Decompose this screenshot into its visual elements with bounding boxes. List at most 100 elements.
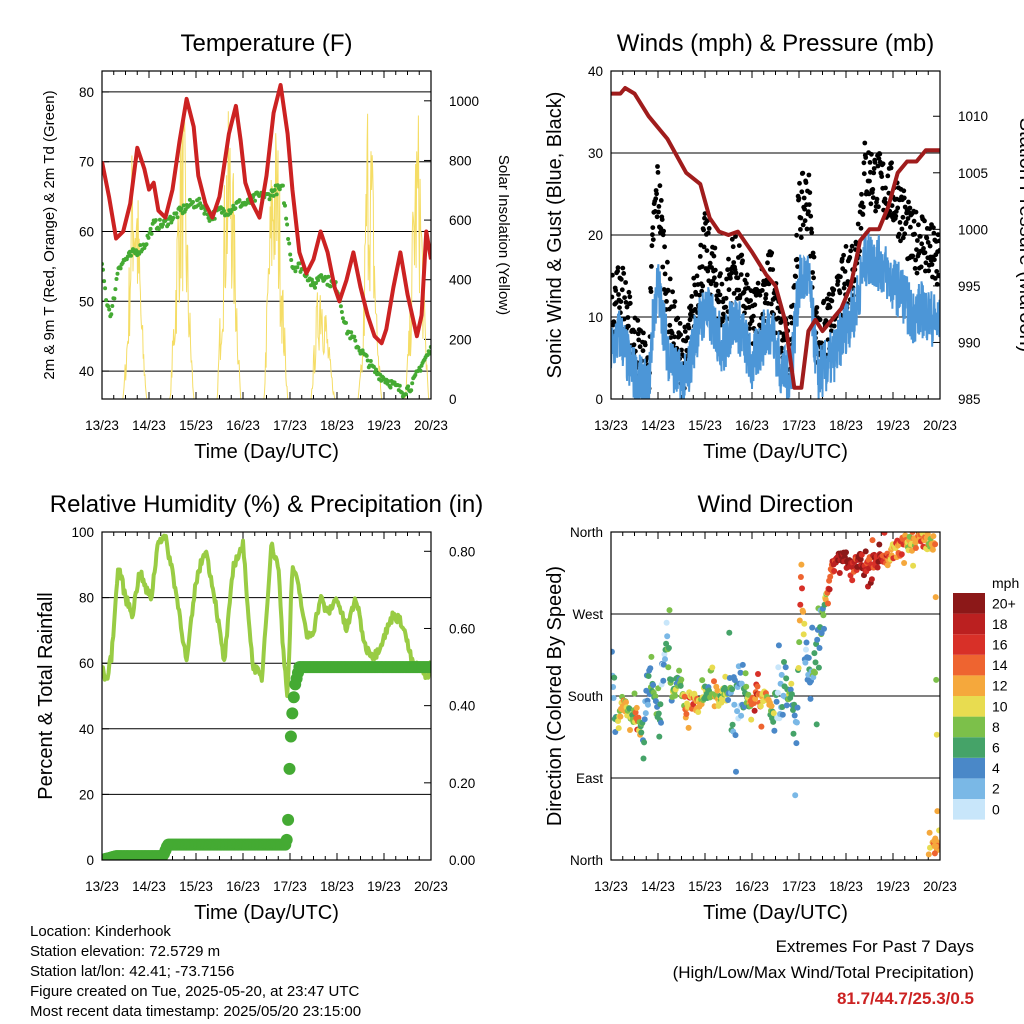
- gust-point: [883, 185, 888, 191]
- direction-point: [793, 719, 800, 726]
- dewpoint-point: [103, 286, 108, 291]
- gust-point: [806, 209, 811, 215]
- direction-point: [633, 704, 640, 711]
- chart-title: Winds (mph) & Pressure (mb): [617, 30, 934, 57]
- gust-point: [905, 216, 911, 221]
- gust-point: [797, 180, 802, 186]
- dewpoint-point: [191, 200, 195, 204]
- gust-point: [615, 265, 621, 271]
- gust-point: [641, 330, 646, 336]
- gust-point: [932, 276, 938, 281]
- x-tick-label: 16/23: [735, 418, 769, 433]
- legend-label: 2: [992, 781, 1000, 797]
- gust-point: [618, 276, 624, 282]
- legend-swatch: [953, 675, 985, 696]
- direction-point: [929, 546, 936, 553]
- legend-label: 16: [992, 637, 1008, 653]
- gust-point: [871, 170, 877, 176]
- y-tick-label: 80: [79, 591, 94, 606]
- gust-point: [712, 275, 717, 281]
- gust-point: [619, 287, 625, 293]
- direction-point: [745, 691, 752, 698]
- gust-point: [648, 289, 654, 294]
- gust-point: [839, 256, 845, 262]
- y-axis-label-right: Solar Insolation (Yellow): [495, 155, 512, 315]
- gust-point: [757, 292, 763, 298]
- gust-point: [709, 265, 714, 270]
- extremes-title: Extremes For Past 7 Days: [775, 937, 974, 956]
- gust-point: [868, 201, 874, 207]
- dewpoint-point: [156, 227, 161, 231]
- direction-point: [711, 678, 717, 685]
- direction-point: [660, 677, 667, 684]
- gust-point: [621, 271, 627, 276]
- direction-point: [803, 639, 810, 646]
- direction-point: [788, 691, 795, 698]
- extremes-values: 81.7/44.7/25.3/0.5: [836, 989, 974, 1008]
- direction-point: [932, 541, 939, 548]
- y-tick-label: 10: [588, 310, 603, 325]
- gust-point: [671, 304, 677, 309]
- dewpoint-point: [115, 271, 120, 276]
- direction-point: [738, 712, 745, 719]
- gust-point: [748, 298, 753, 303]
- gust-point: [654, 214, 660, 220]
- gust-point: [863, 155, 869, 160]
- gust-point: [811, 275, 816, 281]
- gust-point: [847, 255, 853, 260]
- dewpoint-point: [104, 298, 109, 303]
- dewpoint-point: [102, 267, 105, 272]
- chart-panel-3: Relative Humidity (%) & Precipitation (i…: [35, 491, 483, 924]
- dewpoint-point: [283, 203, 287, 208]
- gust-point: [735, 275, 741, 281]
- y-tick-label: 40: [79, 722, 94, 737]
- dewpoint-point: [268, 193, 273, 198]
- dewpoint-point: [267, 197, 272, 202]
- x-tick-label: 18/23: [320, 418, 354, 433]
- gust-point: [649, 243, 655, 249]
- x-tick-label: 19/23: [367, 418, 401, 433]
- direction-point: [665, 645, 672, 651]
- dewpoint-point: [244, 201, 249, 206]
- x-tick-label: 13/23: [594, 418, 628, 433]
- direction-point: [798, 561, 805, 568]
- chart-title: Wind Direction: [697, 491, 853, 518]
- dewpoint-point: [404, 392, 408, 397]
- gust-point: [837, 290, 843, 296]
- gust-point: [806, 202, 812, 208]
- gust-point: [687, 317, 693, 323]
- x-axis-label: Time (Day/UTC): [703, 441, 848, 463]
- gust-point: [662, 271, 668, 277]
- direction-point: [640, 755, 647, 762]
- direction-point: [809, 624, 816, 631]
- direction-point: [638, 729, 645, 736]
- legend-label: 14: [992, 657, 1008, 673]
- direction-point: [803, 646, 809, 653]
- direction-point: [665, 664, 672, 671]
- gust-point: [829, 328, 834, 334]
- x-tick-label: 20/23: [414, 879, 448, 894]
- dewpoint-point: [289, 258, 294, 262]
- direction-point: [912, 545, 919, 551]
- gust-point: [889, 160, 894, 166]
- gust-point: [686, 325, 692, 331]
- gust-point: [855, 221, 861, 227]
- x-tick-label: 15/23: [688, 879, 722, 894]
- gust-point: [831, 287, 837, 293]
- series-wind: [611, 231, 940, 399]
- direction-point: [910, 562, 917, 569]
- gust-point: [801, 195, 807, 201]
- gust-point: [867, 178, 872, 184]
- gust-point: [682, 329, 688, 334]
- gust-point: [775, 315, 781, 321]
- y-tick-label-right: 0.80: [449, 544, 475, 559]
- y-tick-label-right: 985: [958, 392, 981, 407]
- gust-point: [706, 226, 712, 231]
- gust-point: [879, 174, 885, 180]
- direction-point: [825, 600, 831, 607]
- x-tick-label: 18/23: [320, 879, 354, 894]
- gust-point: [769, 250, 775, 256]
- gust-point: [770, 267, 776, 272]
- gust-point: [759, 288, 765, 293]
- gust-point: [914, 270, 920, 276]
